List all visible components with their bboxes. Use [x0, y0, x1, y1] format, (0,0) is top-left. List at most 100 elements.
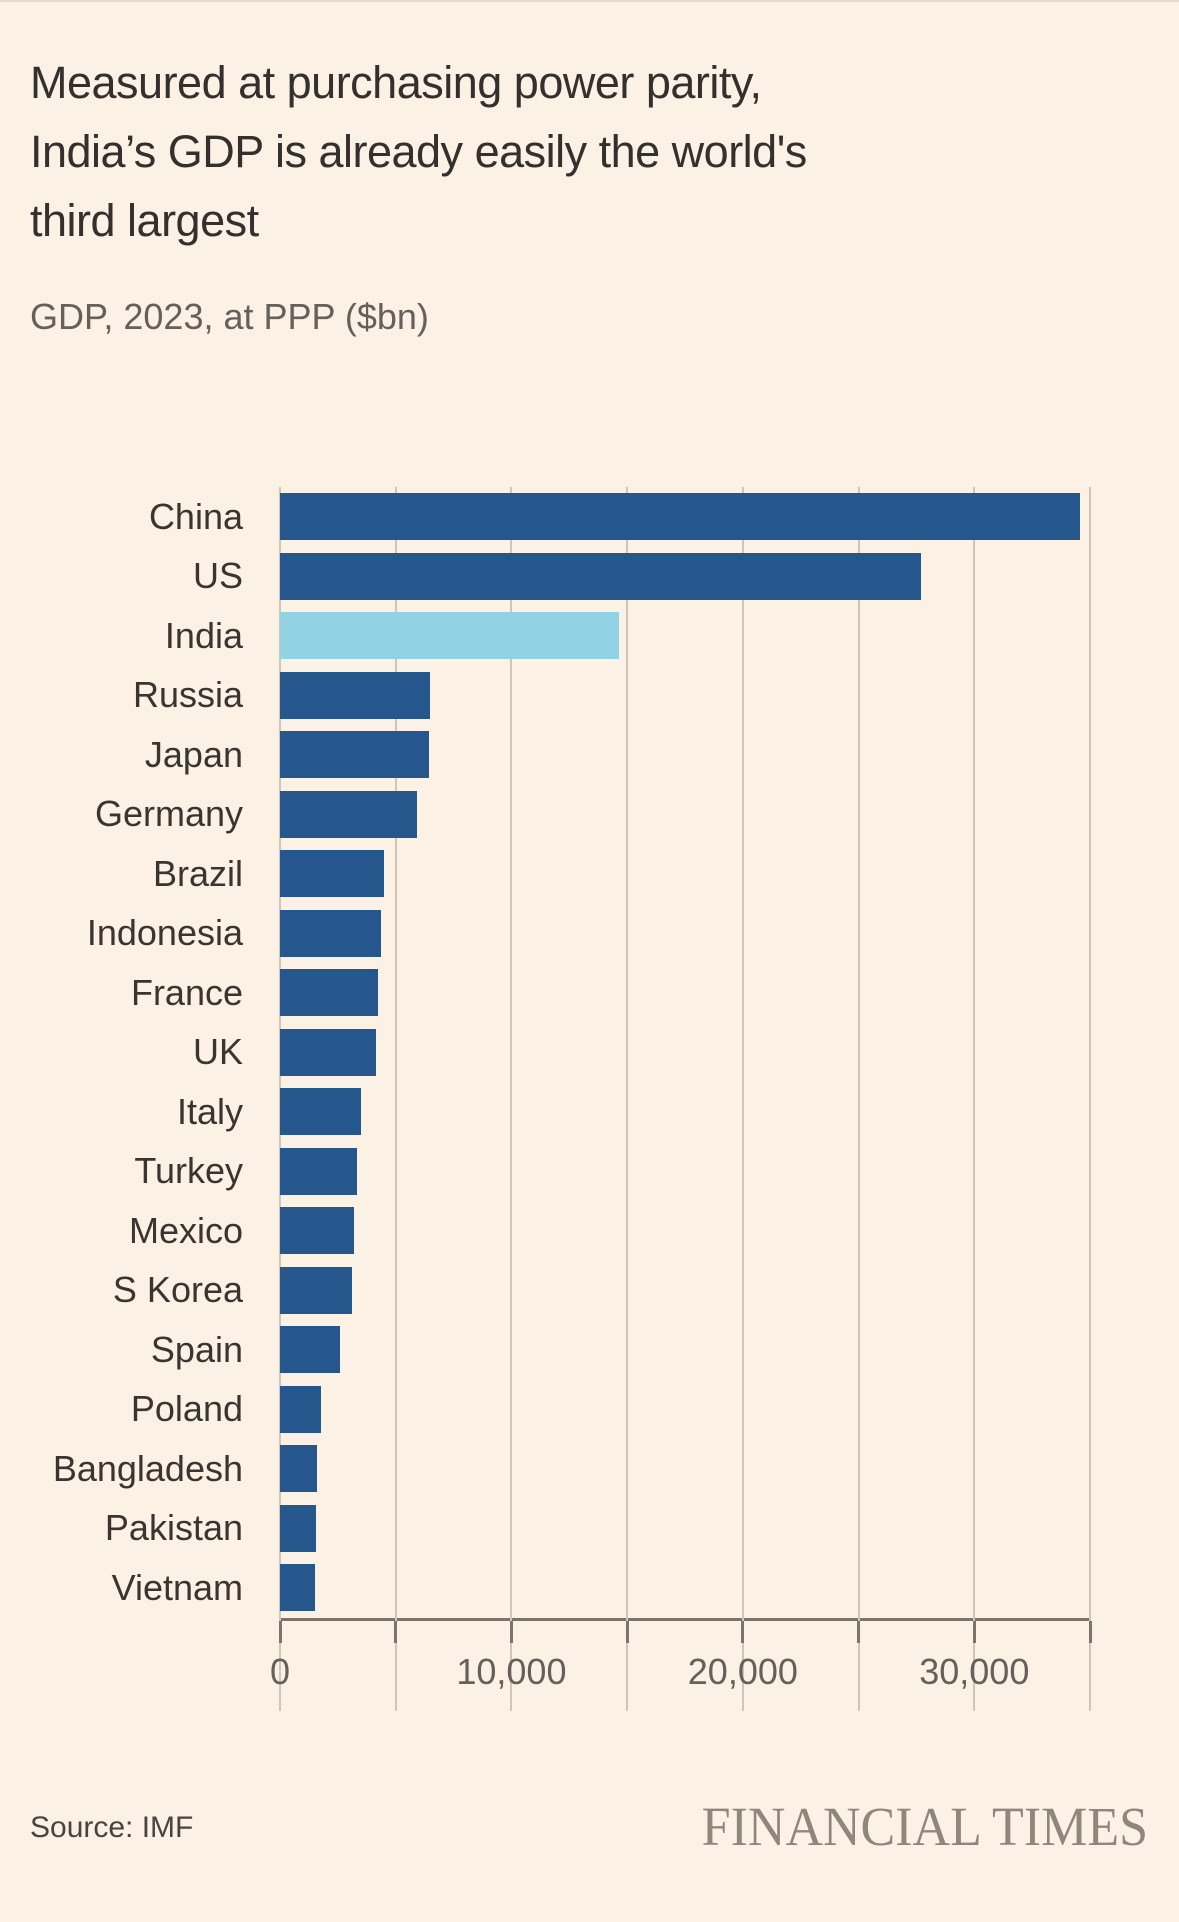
x-axis-tick-labels: 0 10,000 20,000 30,000	[270, 1650, 1090, 1711]
category-label-poland: Poland	[130, 1388, 243, 1430]
ft-wordmark: FINANCIAL TIMES	[701, 1797, 1148, 1858]
x-axis-line	[280, 1617, 1090, 1621]
gridline-20000	[741, 487, 744, 1711]
footer: Source: IMF FINANCIAL TIMES	[30, 1797, 1148, 1858]
bar-row-japan: Japan	[0, 725, 1179, 785]
x-tick-label-10000: 10,000	[456, 1650, 567, 1692]
bar-row-germany: Germany	[0, 785, 1179, 845]
bar-track-indonesia	[280, 909, 1090, 957]
bar-row-poland: Poland	[0, 1380, 1179, 1440]
bar-indonesia	[280, 909, 382, 957]
bar-row-pakistan: Pakistan	[0, 1499, 1179, 1559]
x-tick-25000	[857, 1620, 861, 1643]
x-tick-label-20000: 20,000	[687, 1650, 798, 1692]
source-text: Source: IMF	[30, 1810, 194, 1844]
bar-track-germany	[280, 790, 1090, 838]
bar-row-russia: Russia	[0, 666, 1179, 726]
x-tick-5000	[394, 1620, 398, 1643]
bar-track-uk	[280, 1028, 1090, 1076]
bar-rows: China US India Russia Japan Germany Brazil Indo…	[0, 487, 1179, 1618]
category-label-china: China	[148, 495, 243, 537]
category-label-uk: UK	[192, 1031, 243, 1073]
bar-track-france	[280, 969, 1090, 1017]
bar-germany	[280, 790, 417, 838]
category-label-us: US	[192, 555, 243, 597]
bar-track-poland	[280, 1385, 1090, 1433]
bar-track-russia	[280, 671, 1090, 719]
category-label-germany: Germany	[94, 793, 243, 835]
bar-track-italy	[280, 1088, 1090, 1136]
category-label-mexico: Mexico	[128, 1209, 243, 1251]
bar-brazil	[280, 850, 385, 898]
bar-poland	[280, 1385, 322, 1433]
category-label-japan: Japan	[144, 733, 243, 775]
bar-track-china	[280, 493, 1090, 541]
gridline-30000	[973, 487, 976, 1711]
x-axis-ticks	[278, 1620, 1092, 1645]
bar-vietnam	[280, 1564, 316, 1612]
bar-track-japan	[280, 731, 1090, 779]
category-label-indonesia: Indonesia	[86, 912, 243, 954]
bar-track-spain	[280, 1326, 1090, 1374]
category-label-spain: Spain	[150, 1328, 243, 1370]
category-label-turkey: Turkey	[134, 1150, 243, 1192]
x-tick-20000	[741, 1620, 745, 1643]
bar-track-bangladesh	[280, 1445, 1090, 1493]
bar-track-mexico	[280, 1207, 1090, 1255]
bar-india	[280, 612, 620, 660]
bar-row-vietnam: Vietnam	[0, 1558, 1179, 1618]
category-label-france: France	[130, 971, 243, 1013]
bar-s-korea	[280, 1266, 352, 1314]
bar-row-uk: UK	[0, 1023, 1179, 1083]
category-label-bangladesh: Bangladesh	[52, 1447, 243, 1489]
title-line-2: India’s GDP is already easily the world'…	[30, 126, 807, 177]
bar-bangladesh	[280, 1445, 318, 1493]
bar-turkey	[280, 1147, 357, 1195]
bar-row-mexico: Mexico	[0, 1201, 1179, 1261]
bar-spain	[280, 1326, 340, 1374]
x-tick-10000	[509, 1620, 513, 1643]
category-label-pakistan: Pakistan	[104, 1507, 243, 1549]
bar-track-s-korea	[280, 1266, 1090, 1314]
x-tick-label-0: 0	[269, 1650, 291, 1692]
x-tick-35000	[1088, 1620, 1092, 1643]
category-label-vietnam: Vietnam	[111, 1566, 243, 1608]
bar-track-india	[280, 612, 1090, 660]
bar-row-china: China	[0, 487, 1179, 547]
x-tick-0	[278, 1620, 282, 1643]
bar-row-s-korea: S Korea	[0, 1261, 1179, 1321]
bar-row-france: France	[0, 963, 1179, 1023]
bar-track-brazil	[280, 850, 1090, 898]
bar-track-us	[280, 552, 1090, 600]
bar-row-italy: Italy	[0, 1082, 1179, 1142]
bar-china	[280, 493, 1080, 541]
bar-russia	[280, 671, 431, 719]
category-label-s-korea: S Korea	[112, 1269, 243, 1311]
bar-row-us: US	[0, 547, 1179, 607]
top-border-rule	[0, 0, 1179, 2]
chart-subtitle: GDP, 2023, at PPP ($bn)	[30, 296, 429, 337]
bar-row-turkey: Turkey	[0, 1142, 1179, 1202]
bar-row-brazil: Brazil	[0, 844, 1179, 904]
x-tick-30000	[972, 1620, 976, 1643]
gridline-5000	[394, 487, 397, 1711]
bar-track-vietnam	[280, 1564, 1090, 1612]
chart-title: Measured at purchasing power parity, Ind…	[30, 48, 1139, 255]
x-tick-15000	[625, 1620, 629, 1643]
bar-japan	[280, 731, 429, 779]
gridline-15000	[626, 487, 629, 1711]
bar-uk	[280, 1028, 377, 1076]
x-tick-label-30000: 30,000	[919, 1650, 1030, 1692]
gridline-10000	[510, 487, 513, 1711]
chart-page: Measured at purchasing power parity, Ind…	[0, 0, 1179, 1857]
plot-area: China US India Russia Japan Germany Brazil Indo…	[0, 487, 1179, 1711]
bar-italy	[280, 1088, 361, 1136]
title-line-1: Measured at purchasing power parity,	[30, 57, 762, 108]
bar-us	[280, 552, 922, 600]
bar-france	[280, 969, 379, 1017]
bar-track-turkey	[280, 1147, 1090, 1195]
category-label-russia: Russia	[132, 674, 243, 716]
bar-row-spain: Spain	[0, 1320, 1179, 1380]
bar-row-india: India	[0, 606, 1179, 666]
category-label-brazil: Brazil	[152, 852, 243, 894]
